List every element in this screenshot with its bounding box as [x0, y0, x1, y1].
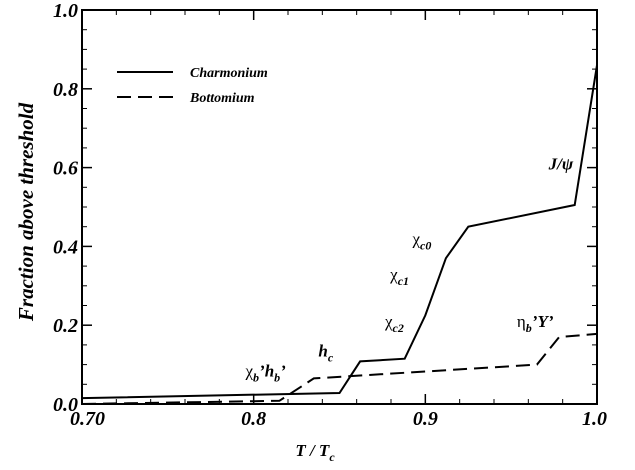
- y-tick-label: 0.6: [53, 158, 78, 180]
- legend: Charmonium Bottomium: [117, 66, 268, 106]
- y-axis-title: Fraction above threshold: [14, 102, 38, 322]
- plot-frame: [81, 9, 598, 405]
- legend-label-charmonium: Charmonium: [190, 66, 268, 81]
- annotation-chi-c1: χc1: [389, 265, 409, 288]
- annotation-chib-hb: χb’hb’: [245, 361, 287, 384]
- x-tick-label: 0.8: [241, 408, 266, 430]
- annotation-hc: hc: [318, 342, 333, 365]
- x-tick-label: 0.9: [413, 408, 438, 430]
- annotation-chi-c0: χc0: [411, 229, 431, 252]
- y-tick-label: 0.0: [53, 394, 78, 416]
- x-tick-label: 0.70: [70, 408, 105, 430]
- axes: 0.0 0.2 0.4 0.6 0.8 1.0 0.70 0.8 0.9 1.0: [53, 0, 607, 430]
- annotation-chi-c2: χc2: [384, 312, 404, 335]
- x-axis-title-sub: c: [329, 450, 335, 464]
- y-tick-label: 1.0: [53, 0, 78, 22]
- series-layer: [81, 65, 598, 405]
- x-axis-title-main: T / T: [295, 441, 330, 460]
- x-axis-title: T / Tc: [295, 441, 335, 464]
- series-line-charmonium: [81, 65, 598, 400]
- legend-label-bottomium: Bottomium: [189, 91, 255, 106]
- x-tick-label: 1.0: [582, 408, 607, 430]
- annotation-etab-y: ηb’Υ’: [517, 312, 554, 335]
- y-tick-label: 0.4: [53, 236, 78, 258]
- y-tick-label: 0.8: [53, 79, 78, 101]
- y-tick-label: 0.2: [53, 315, 78, 337]
- annotation-jpsi: J/ψ: [548, 155, 574, 174]
